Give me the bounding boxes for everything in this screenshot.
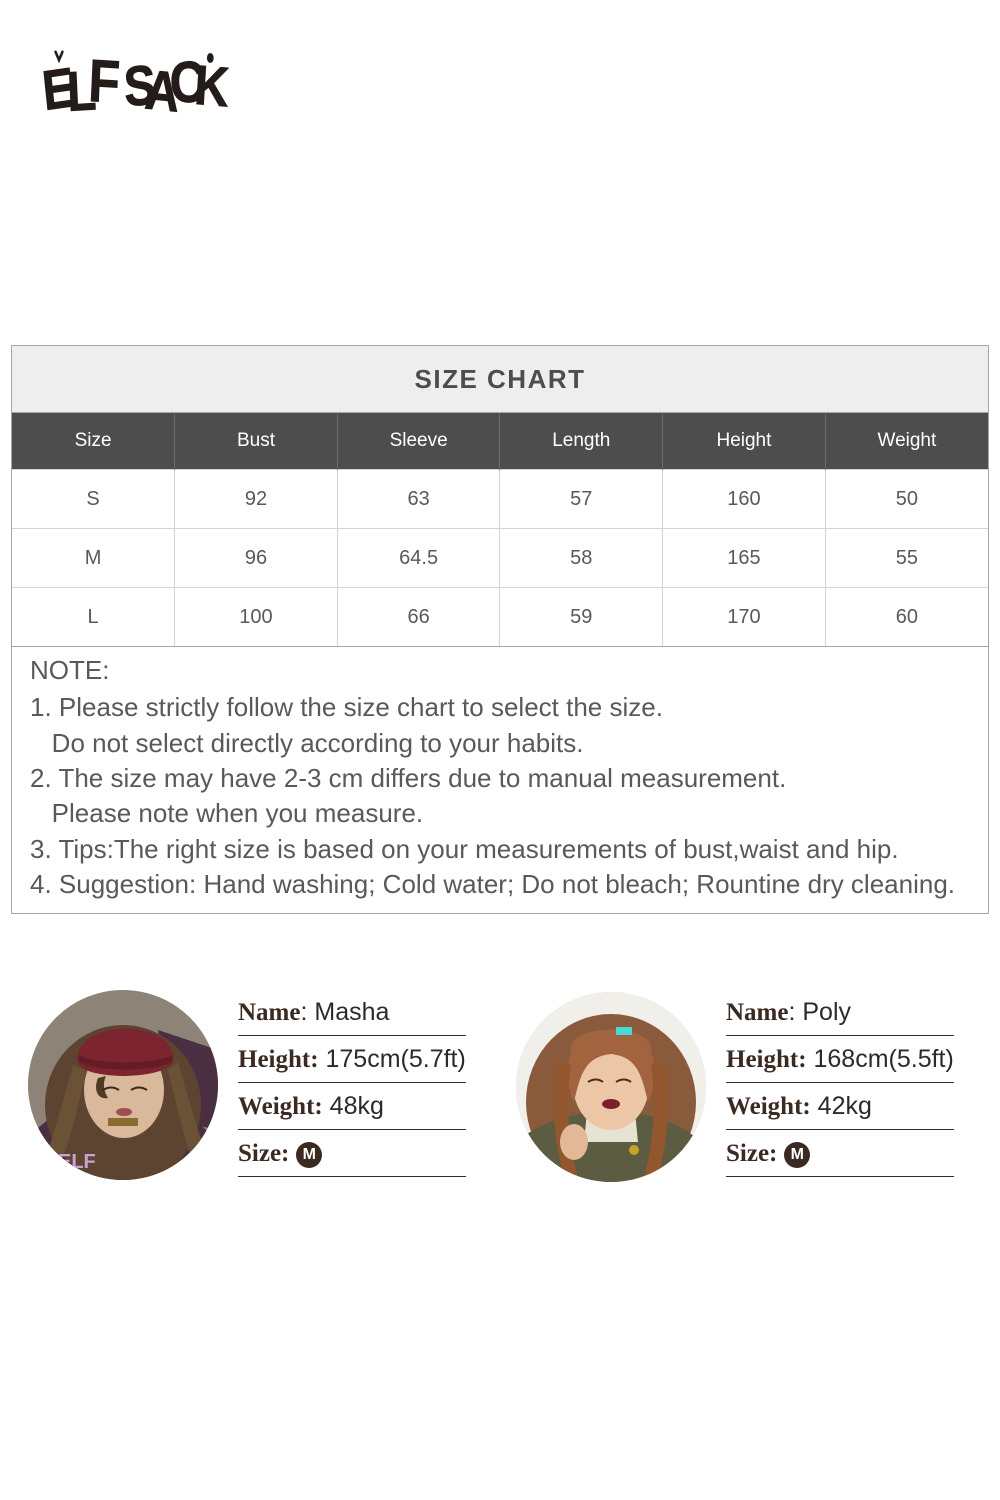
svg-text:ELF: ELF (58, 1151, 96, 1173)
svg-text:F: F (87, 47, 121, 116)
svg-text:K: K (193, 54, 231, 118)
